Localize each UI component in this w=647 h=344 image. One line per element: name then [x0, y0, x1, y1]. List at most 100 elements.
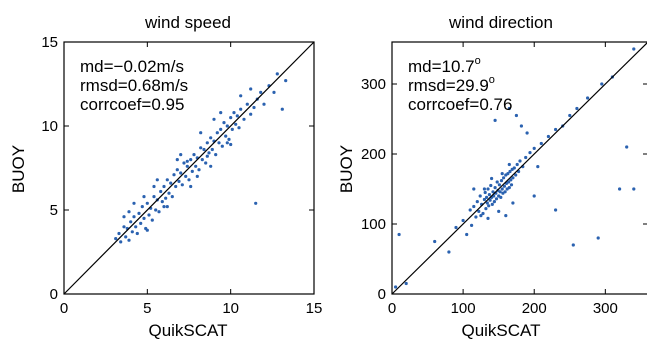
data-point [507, 162, 511, 167]
data-point [507, 186, 511, 190]
data-point [180, 183, 184, 187]
data-point [488, 198, 492, 202]
data-point [502, 184, 506, 188]
data-point [490, 202, 494, 206]
stat-line: corrcoef=0.76 [408, 95, 512, 114]
data-point [508, 169, 512, 174]
data-point [404, 281, 408, 286]
data-point [237, 126, 241, 130]
data-point [625, 145, 629, 149]
y-tick-label: 15 [41, 34, 58, 51]
data-point [397, 232, 401, 237]
chart-wind-direction: wind direction QuikSCAT BUOY 0 100 200 3000… [337, 13, 647, 340]
chart-wind-speed: wind speed QuikSCAT BUOY 0 5 10 15 0 5 10 15 md… [9, 13, 322, 340]
data-point [632, 47, 636, 51]
data-point [485, 201, 489, 205]
data-point [220, 144, 224, 148]
y-tick-label: 10 [41, 118, 58, 135]
stat-line: md=−0.02m/s [80, 57, 184, 76]
data-point [454, 225, 458, 230]
data-point [137, 211, 141, 215]
data-point [175, 168, 179, 172]
data-point [486, 216, 490, 220]
data-point [485, 195, 489, 199]
data-point [225, 124, 229, 128]
data-point [275, 72, 279, 76]
data-point [114, 237, 118, 241]
data-point [518, 159, 522, 163]
data-point [122, 215, 126, 219]
data-point [239, 107, 243, 111]
data-point [232, 111, 236, 115]
data-point [502, 176, 506, 180]
data-point [586, 96, 590, 100]
data-point [169, 181, 173, 185]
data-point [217, 141, 221, 145]
x-axis-label: QuikSCAT [148, 321, 227, 340]
data-point [119, 240, 123, 244]
data-point [474, 215, 478, 219]
data-point [147, 213, 151, 217]
data-point [486, 187, 490, 191]
data-point [509, 183, 514, 187]
data-point [483, 190, 487, 195]
data-point [507, 106, 511, 111]
data-point [477, 209, 481, 213]
data-point [532, 194, 536, 198]
data-point [492, 200, 496, 204]
y-tick-label: 5 [50, 202, 58, 219]
data-point [528, 151, 532, 155]
data-point [259, 90, 263, 94]
data-point [127, 210, 131, 214]
data-point [199, 131, 203, 135]
data-point [177, 179, 181, 183]
data-point [160, 200, 164, 204]
data-point [145, 201, 149, 205]
data-point [515, 162, 519, 167]
data-point [189, 184, 193, 189]
data-point [172, 173, 176, 177]
data-point [174, 184, 178, 189]
y-tick-label: 0 [50, 286, 58, 303]
data-point [487, 193, 491, 197]
data-point [182, 161, 186, 165]
data-point [472, 204, 476, 209]
data-point [187, 178, 191, 182]
data-point [239, 94, 243, 98]
x-tick-label: 300 [593, 300, 618, 317]
chart-title: wind speed [144, 13, 231, 32]
data-point [254, 201, 258, 205]
stat-line: rmsd=0.68m/s [80, 76, 188, 95]
x-axis-label: QuikSCAT [461, 321, 540, 340]
data-point [504, 214, 508, 218]
data-point [470, 223, 474, 227]
data-point [184, 174, 188, 178]
x-tick-label: 5 [143, 300, 151, 317]
data-point [506, 172, 510, 176]
data-point [179, 153, 183, 157]
data-point [142, 195, 146, 199]
data-point [447, 250, 451, 254]
data-point [575, 106, 579, 111]
data-point [468, 208, 472, 212]
data-point [165, 178, 169, 182]
data-point [210, 147, 214, 152]
x-tick-label: 15 [306, 300, 323, 317]
y-axis-label: BUOY [337, 145, 356, 193]
data-point [199, 146, 203, 150]
data-point [209, 136, 213, 140]
data-point [139, 221, 143, 225]
y-tick-label: 100 [361, 216, 386, 233]
data-point [214, 153, 218, 157]
chart-title: wind direction [448, 13, 553, 32]
data-points [394, 47, 636, 289]
data-point [234, 122, 238, 126]
data-point [197, 168, 201, 172]
x-tick-label: 0 [388, 300, 396, 317]
data-point [519, 124, 524, 128]
data-point [494, 197, 499, 201]
x-tick-label: 200 [522, 300, 547, 317]
data-point [134, 225, 138, 229]
